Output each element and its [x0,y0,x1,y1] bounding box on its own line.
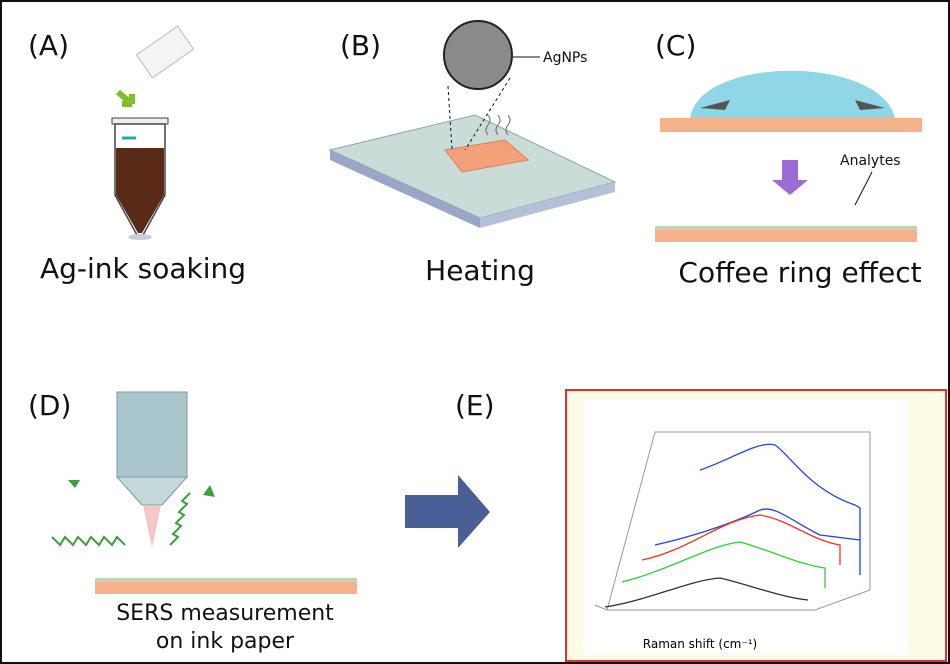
panel-label: (B) [340,29,381,62]
inset-label: AgNPs [543,50,587,66]
tube-cap [112,118,168,124]
zoom-circle [444,21,512,89]
caption: Coffee ring effect [678,256,921,289]
panel-label: (C) [655,29,696,62]
caption: Ag-ink soaking [40,252,246,285]
caption: SERS measurement [116,601,334,626]
substrate [655,228,917,242]
caption: Heating [425,254,535,287]
figure: (A) Ag-ink soaking (B) AgNPs Heating (C)… [0,0,950,664]
inset-label: Analytes [840,153,901,169]
shadow [128,234,152,240]
panel-label: (D) [28,389,71,422]
ink-layer [95,578,357,582]
panel-label: (E) [455,389,495,422]
panel-label: (A) [28,29,69,62]
ink-layer [655,226,917,230]
plot-area [583,400,908,655]
lens-body [117,392,187,477]
substrate [95,580,357,594]
caption: on ink paper [156,629,295,654]
substrate [660,118,922,132]
x-axis-label: Raman shift (cm⁻¹) [643,637,757,651]
